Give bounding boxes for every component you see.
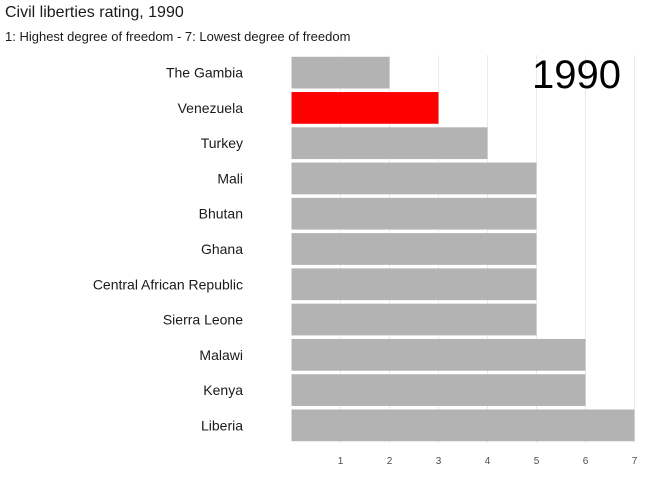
bar bbox=[291, 303, 537, 336]
category-label: Bhutan bbox=[199, 206, 243, 222]
bar bbox=[291, 409, 635, 442]
chart-subtitle: 1: Highest degree of freedom - 7: Lowest… bbox=[5, 29, 351, 44]
bar bbox=[291, 127, 488, 160]
category-label: Mali bbox=[217, 170, 243, 186]
x-tick-label: 3 bbox=[436, 456, 442, 467]
category-label: Liberia bbox=[201, 417, 243, 433]
category-label: The Gambia bbox=[166, 65, 243, 81]
bar bbox=[291, 338, 586, 371]
category-label: Malawi bbox=[199, 347, 243, 363]
bar bbox=[291, 197, 537, 230]
x-tick-label: 7 bbox=[632, 456, 638, 467]
category-label: Kenya bbox=[203, 382, 243, 398]
year-label: 1990 bbox=[532, 53, 621, 97]
x-tick-label: 2 bbox=[387, 456, 393, 467]
category-label: Sierra Leone bbox=[163, 312, 243, 328]
category-label: Ghana bbox=[201, 241, 243, 257]
bar bbox=[291, 233, 537, 265]
x-tick-label: 6 bbox=[583, 456, 589, 467]
category-label: Turkey bbox=[201, 135, 243, 151]
category-label: Central African Republic bbox=[93, 276, 243, 292]
x-tick-label: 5 bbox=[534, 456, 540, 467]
bar bbox=[291, 162, 537, 195]
x-tick-label: 4 bbox=[485, 456, 491, 467]
bar bbox=[291, 268, 537, 301]
bar bbox=[291, 92, 439, 124]
bar bbox=[291, 374, 586, 406]
chart-title: Civil liberties rating, 1990 bbox=[5, 4, 184, 21]
category-label: Venezuela bbox=[178, 100, 244, 116]
bar bbox=[291, 56, 390, 89]
x-tick-label: 1 bbox=[338, 456, 344, 467]
